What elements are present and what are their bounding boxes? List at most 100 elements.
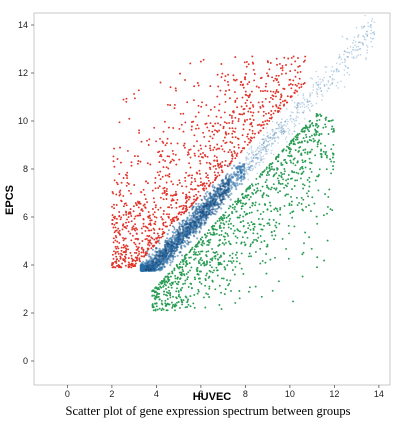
point-downregulated — [205, 250, 208, 253]
point-upregulated — [214, 129, 216, 132]
point-upregulated — [209, 182, 212, 185]
point-downregulated — [294, 135, 297, 138]
point-downregulated — [178, 267, 180, 270]
point-downregulated — [171, 306, 174, 309]
point-not-significant — [246, 172, 248, 174]
point-not-significant — [356, 55, 358, 57]
point-not-significant — [353, 36, 356, 39]
point-upregulated — [278, 62, 281, 65]
point-upregulated — [164, 225, 167, 228]
point-upregulated — [114, 226, 117, 229]
point-upregulated — [118, 121, 121, 124]
point-not-significant — [195, 212, 197, 215]
point-downregulated — [269, 168, 272, 171]
point-upregulated — [205, 104, 208, 107]
point-upregulated — [148, 229, 151, 232]
point-not-significant — [141, 269, 144, 272]
point-upregulated — [153, 238, 156, 241]
point-upregulated — [145, 180, 148, 183]
point-downregulated — [222, 226, 225, 229]
point-downregulated — [292, 162, 295, 165]
point-downregulated — [218, 256, 221, 259]
point-downregulated — [216, 253, 219, 256]
point-downregulated — [285, 149, 288, 152]
point-not-significant — [251, 160, 253, 162]
point-not-significant — [202, 210, 205, 213]
point-downregulated — [229, 217, 232, 220]
point-downregulated — [210, 233, 212, 236]
point-not-significant — [282, 128, 284, 130]
point-upregulated — [242, 123, 245, 126]
point-downregulated — [207, 241, 210, 244]
x-tick-label: 12 — [329, 389, 339, 399]
point-upregulated — [235, 153, 238, 156]
point-not-significant — [221, 196, 224, 199]
point-not-significant — [248, 167, 250, 169]
point-not-significant — [370, 37, 372, 39]
point-downregulated — [243, 197, 246, 200]
point-upregulated — [163, 231, 166, 234]
point-upregulated — [164, 221, 167, 224]
point-not-significant — [255, 162, 257, 164]
point-not-significant — [248, 167, 251, 169]
point-upregulated — [147, 241, 150, 244]
point-not-significant — [201, 199, 204, 202]
point-downregulated — [215, 228, 218, 231]
point-upregulated — [112, 257, 115, 260]
point-downregulated — [190, 266, 193, 269]
point-upregulated — [116, 265, 118, 267]
point-downregulated — [192, 253, 195, 256]
point-upregulated — [209, 85, 212, 88]
point-not-significant — [280, 121, 283, 124]
point-not-significant — [317, 83, 320, 86]
point-upregulated — [264, 89, 267, 92]
point-not-significant — [157, 260, 160, 263]
point-not-significant — [299, 103, 302, 105]
point-downregulated — [194, 257, 197, 260]
point-upregulated — [199, 177, 202, 180]
point-upregulated — [159, 170, 162, 173]
point-not-significant — [362, 35, 365, 37]
point-upregulated — [264, 120, 267, 123]
point-downregulated — [231, 257, 234, 259]
point-not-significant — [351, 53, 353, 55]
point-not-significant — [154, 255, 157, 258]
point-not-significant — [188, 211, 191, 214]
point-not-significant — [185, 223, 188, 226]
point-downregulated — [326, 205, 329, 208]
point-not-significant — [297, 116, 299, 119]
point-downregulated — [247, 194, 250, 197]
point-not-significant — [319, 78, 321, 80]
point-not-significant — [152, 267, 155, 269]
point-not-significant — [176, 243, 179, 246]
point-not-significant — [269, 133, 272, 135]
point-upregulated — [193, 177, 196, 180]
point-upregulated — [168, 206, 171, 209]
point-upregulated — [221, 160, 224, 163]
point-downregulated — [176, 265, 179, 268]
point-not-significant — [263, 147, 265, 149]
point-upregulated — [189, 196, 191, 199]
point-downregulated — [228, 220, 231, 222]
point-downregulated — [260, 295, 263, 298]
point-downregulated — [265, 194, 268, 197]
point-downregulated — [189, 305, 192, 308]
point-not-significant — [151, 253, 154, 256]
point-downregulated — [261, 194, 264, 197]
point-downregulated — [216, 274, 219, 277]
point-not-significant — [295, 119, 298, 122]
point-not-significant — [336, 81, 339, 84]
point-not-significant — [280, 129, 283, 132]
point-upregulated — [149, 223, 152, 226]
point-not-significant — [270, 136, 273, 139]
point-upregulated — [159, 206, 162, 209]
point-downregulated — [177, 281, 180, 283]
point-not-significant — [166, 237, 169, 240]
point-not-significant — [200, 217, 203, 219]
point-upregulated — [199, 60, 202, 63]
point-upregulated — [164, 160, 167, 162]
point-not-significant — [335, 69, 338, 71]
point-not-significant — [312, 104, 314, 107]
point-downregulated — [164, 293, 167, 296]
point-upregulated — [125, 184, 128, 187]
